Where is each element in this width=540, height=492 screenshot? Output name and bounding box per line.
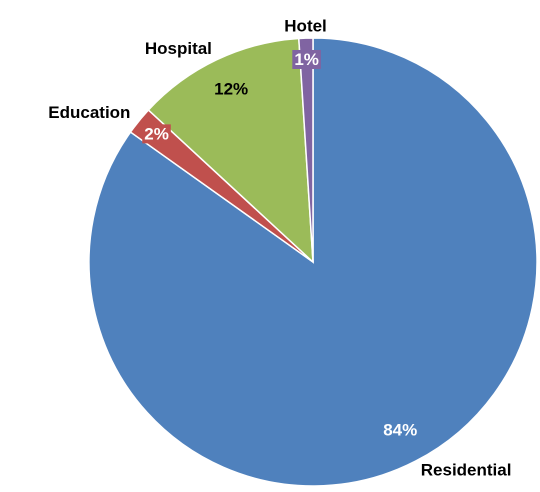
category-label: Hospital — [145, 39, 212, 58]
category-label: Hotel — [284, 16, 327, 35]
value-label: 2% — [144, 124, 169, 143]
category-label: Education — [48, 103, 130, 122]
pie-slice — [297, 37, 314, 263]
value-label: 1% — [294, 50, 319, 69]
value-label-bg — [292, 49, 321, 69]
value-label: 84% — [383, 421, 417, 440]
value-label: 12% — [214, 80, 248, 99]
category-label: Residential — [421, 461, 512, 480]
pie-slice — [147, 37, 314, 264]
value-label-bg — [142, 124, 171, 144]
pie-slice — [88, 37, 538, 487]
